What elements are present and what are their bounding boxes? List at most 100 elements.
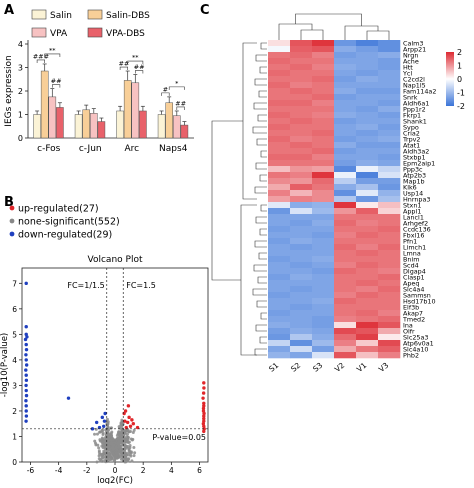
point-none-significant (123, 437, 127, 441)
heatmap-cell (334, 70, 357, 77)
y-tick-label: 0 (12, 458, 17, 467)
point-down-regulated (100, 415, 105, 420)
point-none-significant (115, 448, 119, 452)
heatmap-cell (334, 184, 357, 191)
heatmap-cell (268, 310, 291, 317)
heatmap-cell (356, 298, 379, 305)
point-none-significant (101, 433, 105, 437)
heatmap-cell (356, 82, 379, 89)
heatmap-cell (378, 52, 401, 59)
heatmap-cell (356, 178, 379, 185)
heatmap-cell (334, 286, 357, 293)
significance-label: ### (33, 52, 49, 60)
legend-swatch (87, 27, 103, 38)
heatmap-row-label: Ache (403, 57, 419, 65)
point-none-significant (127, 430, 131, 434)
heatmap-row-label: Hsd17b10 (403, 297, 436, 305)
point-none-significant (98, 430, 102, 434)
heatmap-row-label: Bnim (403, 255, 419, 263)
point-up-regulated (202, 419, 206, 423)
colorbar-tick-label: 0 (457, 75, 462, 84)
significance-bracket (44, 53, 61, 57)
column-dendrogram (344, 25, 379, 40)
point-none-significant (110, 430, 114, 434)
heatmap-column-label: S1 (267, 361, 280, 374)
heatmap-cell (268, 184, 291, 191)
heatmap-row-label: Sammsn (403, 291, 431, 299)
heatmap-cell (290, 244, 313, 251)
heatmap-cell (268, 316, 291, 323)
heatmap-cell (334, 178, 357, 185)
heatmap-cell (356, 64, 379, 71)
heatmap-cell (268, 70, 291, 77)
heatmap-cell (268, 40, 291, 47)
heatmap-cell (334, 172, 357, 179)
point-none-significant (128, 444, 132, 448)
heatmap-cell (290, 256, 313, 263)
point-down-regulated (24, 404, 28, 408)
heatmap-cell (290, 154, 313, 161)
column-dendrogram (300, 29, 324, 40)
heatmap-cell (312, 40, 335, 47)
heatmap-row-label: Fam114a2 (403, 87, 436, 95)
heatmap-cell (356, 244, 379, 251)
x-tick-label: 2 (141, 466, 146, 475)
y-tick-label: 6 (12, 305, 17, 314)
heatmap-cell (334, 304, 357, 311)
point-down-regulated (24, 281, 28, 286)
heatmap-cell (312, 166, 335, 173)
heatmap-cell (356, 280, 379, 287)
heatmap-cell (290, 202, 313, 209)
heatmap-cell (290, 238, 313, 245)
heatmap-cell (356, 274, 379, 281)
bar-chart-panel: Salin Salin-DBS VPA VPA-DBS 0 1 2 3 4 IEGs expres… (4, 9, 194, 154)
heatmap-cell (312, 274, 335, 281)
heatmap-cell (268, 76, 291, 83)
heatmap-cell (312, 340, 335, 347)
heatmap-row-label: Stxbp1 (403, 153, 426, 161)
heatmap-cell (268, 46, 291, 53)
heatmap-cell (290, 94, 313, 101)
heatmap-cell (356, 256, 379, 263)
point-none-significant (129, 437, 133, 441)
heatmap-cell (378, 172, 401, 179)
point-none-significant (131, 430, 135, 434)
heatmap-cell (356, 190, 379, 197)
heatmap-cell (268, 82, 291, 89)
heatmap-cell (356, 52, 379, 59)
y-tick-label: 3 (18, 64, 23, 73)
colorbar-tick-label: 2 (457, 48, 462, 57)
point-none-significant (120, 447, 124, 451)
heatmap-cell (378, 70, 401, 77)
heatmap-row-label: Shank1 (403, 117, 427, 125)
heatmap-cell (268, 112, 291, 119)
heatmap-cell (356, 94, 379, 101)
point-none-significant (125, 457, 129, 461)
point-none-significant (101, 452, 105, 456)
heatmap-cell (356, 328, 379, 335)
bar (173, 115, 181, 139)
point-up-regulated (128, 424, 133, 428)
row-dendrogram (254, 186, 267, 194)
point-down-regulated (24, 353, 28, 357)
heatmap-cell (312, 82, 335, 89)
heatmap-cell (378, 184, 401, 191)
heatmap-cell (334, 118, 357, 125)
row-dendrogram (255, 162, 267, 170)
heatmap-cell (268, 124, 291, 131)
heatmap-cell (334, 208, 357, 215)
heatmap-cell (312, 142, 335, 149)
x-tick-label: Arc (124, 144, 139, 154)
row-dendrogram (256, 138, 267, 146)
point-none-significant (118, 433, 122, 437)
heatmap-cell (334, 40, 357, 47)
heatmap-cell (334, 148, 357, 155)
heatmap-cell (312, 196, 335, 203)
heatmap-cell (268, 172, 291, 179)
heatmap-cell (312, 250, 335, 257)
point-up-regulated (202, 381, 206, 385)
heatmap-cell (312, 160, 335, 167)
heatmap-cell (312, 70, 335, 77)
legend-label: down-regulated(29) (18, 230, 112, 241)
x-tick-label: 6 (197, 466, 202, 475)
